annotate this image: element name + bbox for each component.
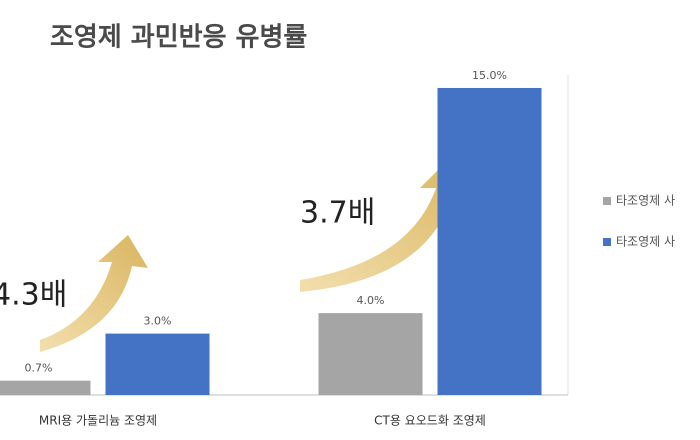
bar (0, 380, 91, 395)
bar (318, 313, 423, 395)
legend-label: 타조영제 사 (616, 194, 675, 208)
legend-swatch (603, 238, 611, 246)
x-tick-label: CT용 요오드화 조영제 (374, 414, 486, 428)
bar (437, 87, 542, 395)
value-label: 3.0% (144, 315, 172, 328)
arrow (40, 235, 148, 352)
bar (105, 333, 210, 395)
legend-label: 타조영제 사 (616, 235, 675, 249)
x-tick-label: MRI용 가돌리늄 조영제 (39, 414, 157, 428)
value-label: 15.0% (472, 69, 507, 82)
value-label: 4.0% (357, 294, 385, 307)
legend-swatch (603, 197, 611, 205)
annotation: 3.7배 (300, 196, 375, 231)
value-label: 0.7% (25, 362, 53, 375)
chart-title: 조영제 과민반응 유병률 (50, 23, 307, 53)
annotation: 4.3배 (0, 278, 67, 313)
